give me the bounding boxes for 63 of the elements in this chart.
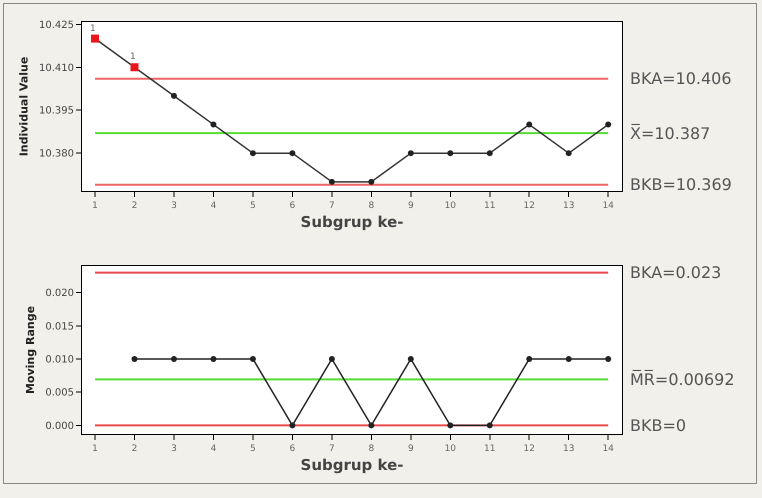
- ref-line-label: X̅=10.387: [630, 123, 710, 143]
- y-tick-label: 0.015: [45, 321, 74, 332]
- point: [328, 178, 335, 185]
- x-tick-label: 11: [484, 200, 496, 211]
- x-tick-label: 9: [408, 200, 414, 211]
- point: [250, 150, 256, 156]
- point: [289, 150, 296, 156]
- x-tick-label: 5: [250, 200, 256, 211]
- y-tick-label: 10.425: [39, 20, 74, 31]
- point: [210, 122, 216, 128]
- x-tick-label: 8: [368, 200, 374, 211]
- x-tick-label: 12: [524, 444, 535, 454]
- x-tick-label: 7: [329, 200, 335, 211]
- ref-line-label: BKB=10.369: [630, 175, 732, 194]
- point: [486, 150, 493, 156]
- point: [566, 150, 572, 156]
- x-tick-label: 2: [132, 200, 138, 211]
- annotation: 1: [90, 24, 96, 34]
- point: [170, 92, 177, 99]
- y-axis-title: Moving Range: [24, 306, 38, 394]
- x-tick-label: 4: [210, 200, 217, 211]
- x-tick-label: 3: [171, 444, 177, 454]
- x-tick-label: 9: [408, 444, 414, 454]
- ref-line-label: BKA=10.406: [630, 69, 732, 88]
- point: [605, 122, 612, 128]
- x-tick-label: 6: [290, 444, 296, 454]
- x-tick-label: 5: [250, 444, 256, 454]
- x-axis-title: Subgrup ke-: [300, 456, 404, 474]
- y-tick-label: 10.380: [39, 148, 74, 160]
- x-tick-label: 1: [92, 444, 98, 454]
- x-axis-title: Subgrup ke-: [300, 212, 404, 231]
- y-axis-title: Individual Value: [18, 56, 31, 156]
- x-tick-label: 1: [92, 200, 98, 211]
- x-tick-label: 2: [132, 444, 138, 454]
- point: [368, 178, 374, 185]
- x-tick-label: 12: [524, 200, 535, 211]
- point: [408, 150, 414, 156]
- annotation: 1: [130, 52, 136, 62]
- y-tick-label: 0.005: [45, 388, 74, 399]
- x-tick-label: 13: [562, 444, 574, 454]
- y-tick-label: 0.000: [45, 420, 74, 432]
- y-tick-label: 0.010: [45, 354, 74, 366]
- x-tick-label: 13: [562, 200, 574, 211]
- x-tick-label: 6: [290, 200, 296, 211]
- x-tick-label: 11: [484, 444, 496, 454]
- x-tick-label: 8: [368, 444, 374, 454]
- ref-line-label: M̅R̅=0.00692: [630, 369, 734, 389]
- point: [91, 34, 100, 43]
- point: [526, 122, 532, 128]
- ref-line-label: BKA=0.023: [630, 263, 722, 282]
- y-tick-label: 10.410: [39, 62, 74, 74]
- point: [130, 63, 138, 72]
- point: [447, 150, 454, 156]
- x-tick-label: 4: [210, 444, 217, 454]
- x-tick-label: 7: [329, 444, 335, 454]
- x-tick-label: 10: [444, 444, 456, 454]
- y-tick-label: 0.020: [45, 288, 74, 300]
- x-tick-label: 14: [602, 444, 614, 454]
- x-tick-label: 14: [602, 200, 614, 211]
- x-tick-label: 10: [444, 200, 456, 211]
- y-tick-label: 10.395: [39, 106, 74, 117]
- ref-line-label: BKB=0: [630, 416, 686, 435]
- x-tick-label: 3: [171, 200, 177, 211]
